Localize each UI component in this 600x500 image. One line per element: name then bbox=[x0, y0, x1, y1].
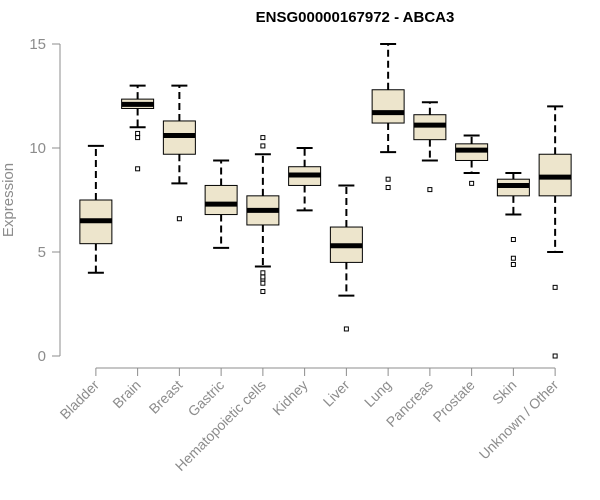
outlier-point bbox=[135, 130, 141, 136]
outlier-point bbox=[510, 237, 516, 243]
box-group bbox=[455, 134, 489, 186]
x-tick-label: Skin bbox=[489, 377, 520, 408]
outlier-point bbox=[510, 261, 516, 267]
box-group bbox=[246, 135, 280, 295]
outlier-point bbox=[552, 284, 558, 290]
y-axis: 0 5 10 15 bbox=[29, 36, 61, 365]
outlier-point bbox=[260, 280, 266, 286]
box-group bbox=[371, 43, 405, 191]
y-tick-label: 15 bbox=[29, 36, 46, 53]
box-group bbox=[162, 84, 196, 222]
y-axis-label: Expression bbox=[0, 163, 17, 237]
outlier-point bbox=[469, 180, 475, 186]
box-group bbox=[204, 159, 238, 249]
box-group bbox=[413, 101, 447, 193]
x-tick-label: Lung bbox=[361, 377, 394, 410]
x-tick-label: Prostate bbox=[430, 377, 478, 425]
x-tick-label: Liver bbox=[320, 377, 353, 410]
y-tick-label: 5 bbox=[38, 244, 46, 261]
outlier-point bbox=[176, 216, 182, 222]
outlier-point bbox=[343, 326, 349, 332]
outlier-point bbox=[427, 187, 433, 193]
box-group bbox=[79, 144, 113, 274]
outlier-point bbox=[385, 185, 391, 191]
outlier-point bbox=[260, 135, 266, 141]
box-group bbox=[538, 105, 572, 359]
outlier-point bbox=[385, 176, 391, 182]
iqr-box bbox=[204, 184, 238, 216]
boxes-layer bbox=[79, 43, 572, 359]
outlier-point bbox=[135, 166, 141, 172]
outlier-point bbox=[510, 255, 516, 261]
x-tick-label: Unknown / Other bbox=[476, 377, 562, 463]
iqr-box bbox=[371, 89, 405, 124]
y-tick-label: 10 bbox=[29, 140, 46, 157]
box-group bbox=[121, 84, 155, 172]
outlier-point bbox=[260, 270, 266, 276]
x-tick-label: Breast bbox=[146, 377, 186, 417]
box-group bbox=[288, 147, 322, 212]
outlier-point bbox=[260, 143, 266, 149]
x-tick-label: Bladder bbox=[57, 377, 103, 423]
outlier-point bbox=[260, 274, 266, 280]
outlier-point bbox=[552, 353, 558, 359]
chart-title: ENSG00000167972 - ABCA3 bbox=[256, 9, 455, 26]
y-tick-label: 0 bbox=[38, 348, 46, 365]
x-tick-label: Kidney bbox=[269, 377, 311, 419]
outlier-point bbox=[135, 135, 141, 141]
box-group bbox=[329, 184, 363, 332]
box-group bbox=[496, 171, 530, 267]
x-tick-label: Brain bbox=[109, 377, 143, 411]
outlier-point bbox=[260, 289, 266, 295]
